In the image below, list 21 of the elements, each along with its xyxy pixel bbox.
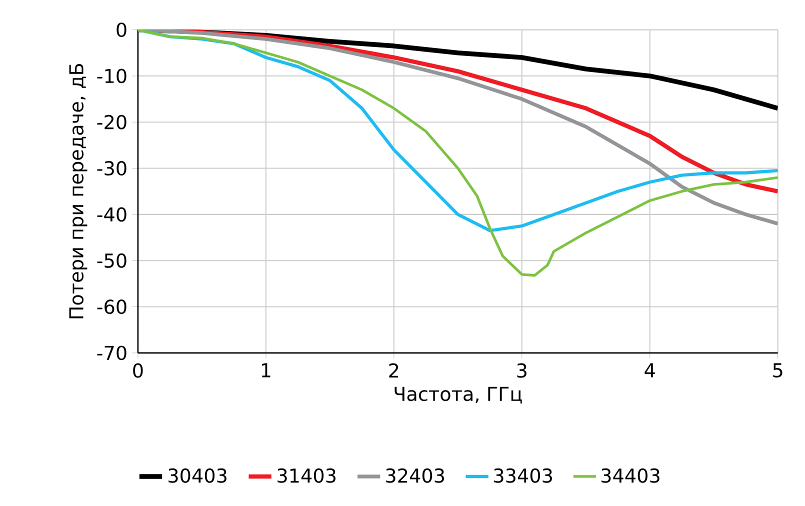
x-tick-label: 0 — [133, 363, 143, 378]
x-tick-label: 1 — [262, 363, 270, 378]
legend-label: 31403 — [278, 468, 336, 483]
x-tick-label: 2 — [389, 363, 398, 378]
y-tick-label: -10 — [97, 68, 126, 84]
x-tick-label: 4 — [644, 363, 655, 378]
x-tick-label: 3 — [517, 363, 526, 378]
x-tick-label: 5 — [773, 363, 782, 378]
y-tick-label: -40 — [97, 207, 126, 222]
y-axis-title: Потери при передаче, дБ — [69, 64, 88, 318]
y-tick-label: -60 — [97, 300, 126, 314]
y-tick-label: 0 — [116, 22, 126, 38]
y-tick-label: -50 — [97, 253, 126, 268]
legend-label: 33403 — [494, 468, 552, 483]
y-tick-label: -30 — [97, 161, 126, 176]
legend-label: 32403 — [386, 468, 444, 483]
y-tick-label: -20 — [97, 114, 126, 130]
y-tick-label: -70 — [97, 346, 126, 360]
x-axis-title: Частота, ГГц — [394, 386, 522, 404]
legend-label: 30403 — [168, 468, 226, 483]
legend-label: 34403 — [602, 468, 660, 483]
